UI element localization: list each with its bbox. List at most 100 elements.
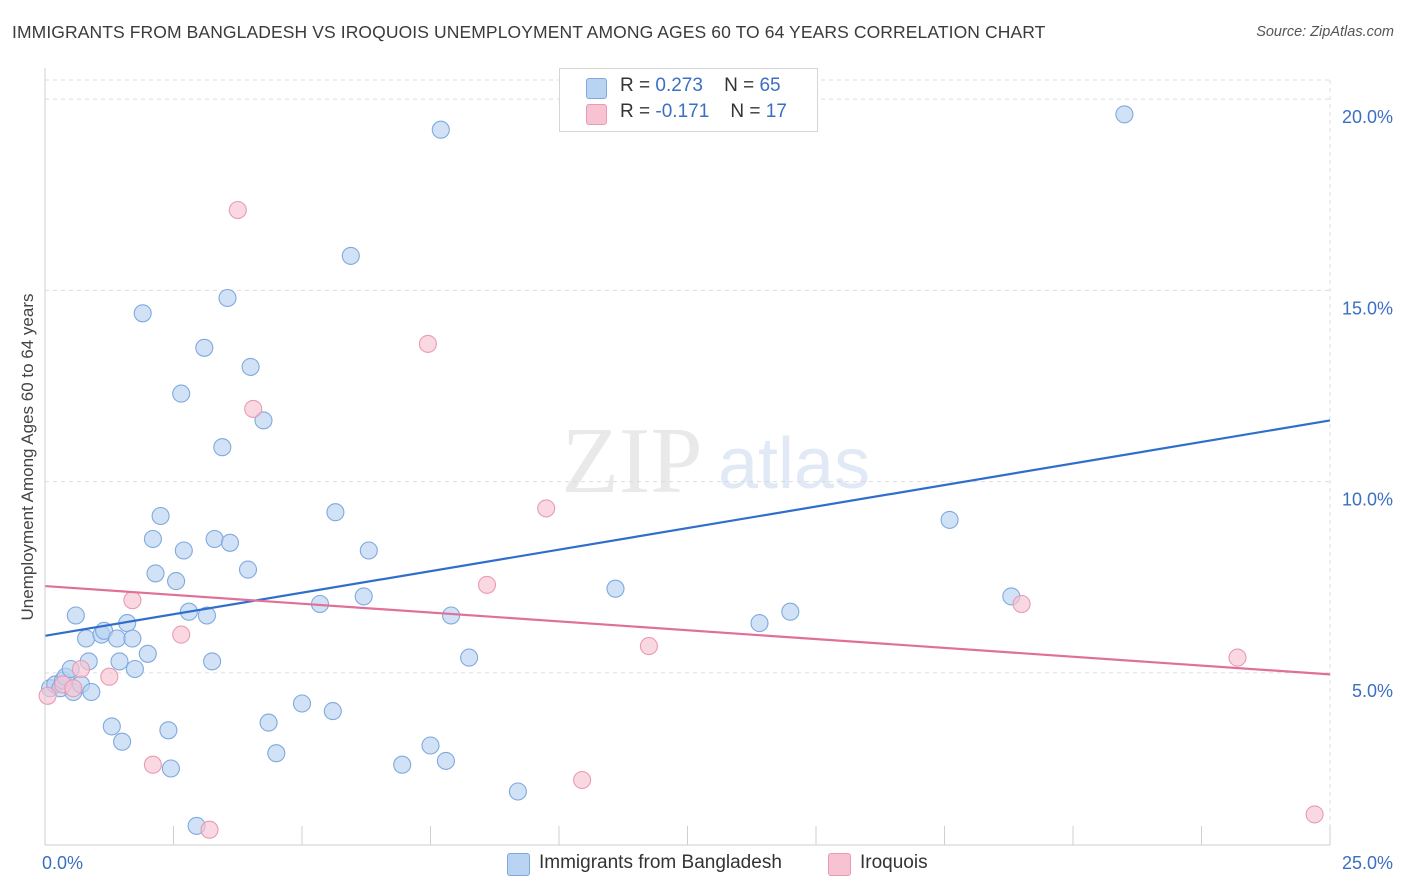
point-bangladesh bbox=[292, 694, 312, 713]
point-bangladesh bbox=[220, 533, 240, 552]
legend-r-value: -0.171 bbox=[655, 101, 710, 122]
point-bangladesh bbox=[267, 744, 286, 763]
point-iroquois bbox=[143, 755, 162, 774]
point-bangladesh bbox=[341, 246, 360, 265]
point-bangladesh bbox=[77, 629, 96, 648]
watermark: ZIP atlas bbox=[562, 409, 871, 513]
point-bangladesh bbox=[940, 510, 959, 529]
point-iroquois bbox=[228, 200, 247, 220]
points-layer bbox=[38, 105, 1324, 839]
source-label: Source: ZipAtlas.com bbox=[1256, 24, 1394, 40]
point-bangladesh bbox=[203, 652, 222, 671]
point-iroquois bbox=[71, 659, 91, 679]
point-bangladesh bbox=[172, 384, 191, 403]
point-bangladesh bbox=[125, 659, 144, 679]
point-bangladesh bbox=[138, 644, 157, 663]
point-bangladesh bbox=[238, 560, 258, 579]
point-bangladesh bbox=[326, 503, 345, 522]
point-iroquois bbox=[100, 667, 119, 686]
legend-n-label: N = bbox=[730, 101, 761, 122]
point-bangladesh bbox=[159, 721, 178, 740]
point-bangladesh bbox=[1115, 105, 1134, 124]
point-bangladesh bbox=[102, 717, 121, 736]
point-bangladesh bbox=[259, 713, 278, 732]
point-iroquois bbox=[639, 637, 658, 656]
series-label-bangladesh: Immigrants from Bangladesh bbox=[539, 852, 782, 873]
point-bangladesh bbox=[107, 629, 127, 648]
point-iroquois bbox=[123, 591, 142, 610]
point-bangladesh bbox=[359, 541, 378, 560]
point-bangladesh bbox=[393, 755, 412, 774]
point-bangladesh bbox=[323, 702, 342, 721]
point-bangladesh bbox=[82, 682, 101, 702]
point-iroquois bbox=[38, 686, 57, 705]
point-iroquois bbox=[573, 770, 592, 790]
x-tick-label-min: 0.0% bbox=[42, 853, 83, 873]
point-iroquois bbox=[244, 399, 263, 418]
point-bangladesh bbox=[218, 288, 237, 308]
point-iroquois bbox=[64, 679, 83, 698]
point-bangladesh bbox=[205, 529, 224, 549]
point-bangladesh bbox=[161, 759, 180, 778]
point-iroquois bbox=[172, 625, 191, 644]
chart-title: IMMIGRANTS FROM BANGLADESH VS IROQUOIS U… bbox=[12, 22, 1046, 42]
series-swatch-pink bbox=[828, 853, 851, 876]
point-bangladesh bbox=[151, 506, 170, 526]
point-bangladesh bbox=[195, 338, 214, 357]
legend-r-label: R = bbox=[620, 75, 651, 96]
point-iroquois bbox=[477, 575, 497, 594]
point-bangladesh bbox=[606, 579, 625, 598]
series-label-iroquois: Iroquois bbox=[860, 852, 928, 873]
point-bangladesh bbox=[508, 782, 527, 801]
point-bangladesh bbox=[421, 736, 440, 755]
point-bangladesh bbox=[442, 606, 461, 625]
point-bangladesh bbox=[436, 751, 455, 770]
point-iroquois bbox=[200, 820, 219, 839]
legend-r-value: 0.273 bbox=[655, 75, 703, 96]
point-bangladesh bbox=[146, 564, 165, 583]
x-tick-label-max: 25.0% bbox=[1342, 853, 1393, 873]
point-bangladesh bbox=[66, 606, 85, 625]
point-bangladesh bbox=[431, 120, 450, 139]
y-tick-label: 15.0% bbox=[1342, 298, 1393, 318]
axis-layer bbox=[44, 68, 1331, 846]
tick-label-layer: 5.0% 10.0% 15.0% 20.0% 0.0% 25.0% bbox=[42, 107, 1393, 873]
point-iroquois bbox=[418, 334, 437, 353]
legend-swatch-pink bbox=[586, 104, 607, 125]
y-tick-label: 20.0% bbox=[1342, 107, 1393, 127]
series-swatch-blue bbox=[507, 853, 530, 876]
point-bangladesh bbox=[354, 587, 373, 606]
point-iroquois bbox=[1012, 594, 1031, 614]
point-bangladesh bbox=[143, 529, 162, 549]
point-bangladesh bbox=[133, 304, 152, 323]
legend-n-value: 65 bbox=[759, 75, 781, 96]
correlation-legend: R = 0.273 N = 65 R = -0.171 N = 17 bbox=[559, 68, 818, 132]
watermark-atlas: atlas bbox=[718, 424, 870, 504]
y-tick-label: 5.0% bbox=[1352, 681, 1393, 701]
point-iroquois bbox=[537, 499, 556, 518]
legend-swatch-blue bbox=[586, 78, 607, 99]
trendline-iroquois bbox=[44, 584, 1331, 676]
point-bangladesh bbox=[110, 652, 129, 671]
point-bangladesh bbox=[750, 614, 769, 633]
point-bangladesh bbox=[213, 438, 232, 457]
legend-n-value: 17 bbox=[765, 101, 787, 122]
point-iroquois bbox=[1305, 805, 1324, 824]
point-bangladesh bbox=[123, 629, 142, 648]
point-bangladesh bbox=[460, 648, 479, 667]
legend-n-label: N = bbox=[724, 75, 755, 96]
point-bangladesh bbox=[254, 411, 273, 430]
point-bangladesh bbox=[781, 602, 800, 621]
watermark-zip: ZIP bbox=[562, 409, 703, 513]
point-bangladesh bbox=[197, 606, 216, 625]
y-tick-label: 10.0% bbox=[1342, 490, 1393, 510]
point-bangladesh bbox=[167, 572, 186, 591]
point-iroquois bbox=[1228, 648, 1247, 667]
point-bangladesh bbox=[174, 541, 193, 560]
legend-r-label: R = bbox=[620, 101, 651, 122]
point-bangladesh bbox=[241, 357, 260, 376]
y-axis-label: Unemployment Among Ages 60 to 64 years bbox=[18, 293, 37, 621]
trendline-layer bbox=[44, 419, 1331, 676]
point-bangladesh bbox=[113, 732, 132, 751]
